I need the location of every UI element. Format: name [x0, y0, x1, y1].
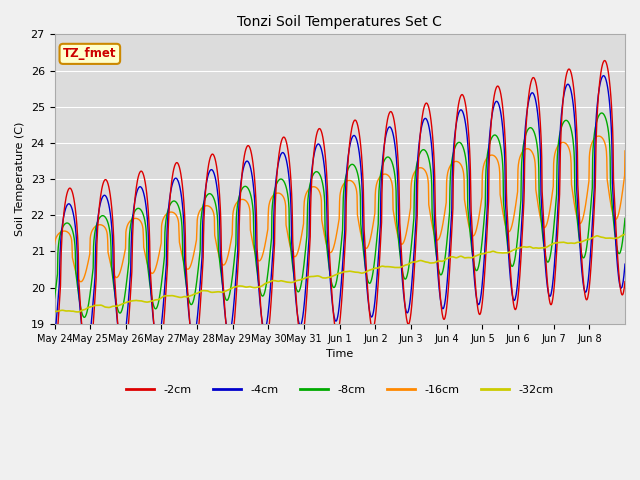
- Legend: -2cm, -4cm, -8cm, -16cm, -32cm: -2cm, -4cm, -8cm, -16cm, -32cm: [122, 381, 557, 399]
- Title: Tonzi Soil Temperatures Set C: Tonzi Soil Temperatures Set C: [237, 15, 442, 29]
- Text: TZ_fmet: TZ_fmet: [63, 48, 116, 60]
- X-axis label: Time: Time: [326, 349, 353, 359]
- Y-axis label: Soil Temperature (C): Soil Temperature (C): [15, 122, 25, 236]
